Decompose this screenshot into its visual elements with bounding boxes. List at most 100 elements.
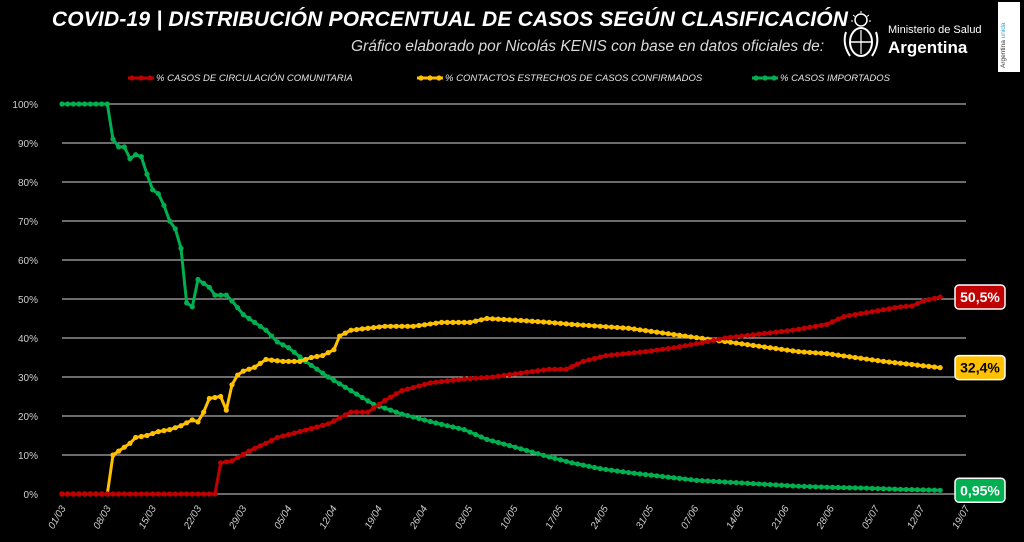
- data-point: [116, 448, 122, 454]
- data-point: [376, 401, 382, 407]
- data-point: [654, 473, 660, 479]
- data-point: [506, 443, 513, 449]
- data-point: [682, 476, 688, 482]
- end-label-text: 0,95%: [960, 482, 1000, 498]
- data-point: [552, 320, 558, 326]
- data-point: [161, 428, 167, 434]
- data-point: [110, 491, 116, 497]
- data-point: [580, 358, 586, 364]
- data-point: [172, 226, 178, 232]
- data-point: [133, 152, 139, 158]
- data-point: [546, 454, 552, 460]
- data-point: [280, 358, 286, 364]
- data-point: [359, 409, 365, 415]
- data-point: [138, 433, 144, 440]
- community-series: [59, 294, 943, 497]
- data-point: [121, 144, 127, 150]
- data-point: [665, 331, 671, 337]
- data-point: [501, 316, 507, 323]
- data-point: [467, 429, 473, 435]
- data-point: [354, 391, 360, 397]
- data-point: [65, 491, 71, 497]
- data-point: [138, 491, 144, 497]
- legend: % CASOS DE CIRCULACIÓN COMUNITARIA % CONT…: [128, 73, 891, 84]
- y-tick-label: 50%: [18, 295, 38, 306]
- chart-title: COVID-19 | DISTRIBUCIÓN PORCENTUAL DE CA…: [51, 8, 849, 31]
- legend-label: % CASOS DE CIRCULACIÓN COMUNITARIA: [156, 73, 353, 84]
- y-tick-label: 0%: [24, 490, 39, 501]
- data-point: [127, 156, 133, 162]
- data-point: [257, 360, 263, 366]
- data-point: [348, 327, 354, 333]
- data-point: [620, 351, 626, 357]
- data-point: [631, 470, 637, 476]
- grid-lines: [62, 103, 966, 495]
- x-tick-label: 07/06: [679, 504, 701, 532]
- data-point: [761, 344, 768, 350]
- data-point: [756, 343, 762, 349]
- data-point: [557, 320, 564, 326]
- data-point: [642, 471, 649, 478]
- data-point: [903, 486, 909, 493]
- data-point: [654, 347, 660, 353]
- data-point: [444, 378, 450, 384]
- data-point: [625, 469, 632, 476]
- data-point: [371, 405, 377, 411]
- data-point: [455, 319, 462, 325]
- data-point: [484, 374, 490, 380]
- data-point: [563, 366, 569, 372]
- data-point: [320, 370, 326, 376]
- data-point: [348, 409, 354, 415]
- end-label: 32,4%: [954, 354, 1006, 381]
- x-tick-label: 24/05: [588, 504, 611, 532]
- data-point: [223, 292, 229, 298]
- data-point: [82, 101, 88, 107]
- data-point: [926, 487, 932, 493]
- data-point: [416, 322, 422, 329]
- data-point: [557, 366, 564, 372]
- data-point: [274, 339, 280, 345]
- data-point: [172, 425, 178, 431]
- data-point: [671, 345, 677, 351]
- data-point: [382, 397, 388, 403]
- data-point: [648, 348, 654, 354]
- data-point: [461, 319, 467, 325]
- data-point: [138, 154, 144, 160]
- data-point: [835, 352, 841, 358]
- data-point: [897, 486, 904, 492]
- data-point: [297, 354, 303, 360]
- data-point: [184, 300, 190, 306]
- data-point: [937, 365, 943, 371]
- data-point: [422, 417, 428, 423]
- legend-marker: [771, 75, 777, 81]
- data-point: [892, 360, 898, 366]
- data-point: [535, 319, 541, 325]
- y-tick-label: 30%: [18, 373, 38, 384]
- data-point: [795, 349, 802, 355]
- data-point: [314, 366, 320, 372]
- data-point: [744, 342, 751, 348]
- legend-item: % CASOS DE CIRCULACIÓN COMUNITARIA: [128, 73, 353, 84]
- data-point: [790, 483, 796, 489]
- data-point: [252, 364, 258, 370]
- data-point: [444, 319, 450, 325]
- data-point: [875, 308, 881, 314]
- data-point: [523, 318, 530, 324]
- data-point: [206, 284, 212, 290]
- data-point: [688, 342, 694, 348]
- data-point: [206, 491, 212, 497]
- data-point: [405, 323, 411, 329]
- x-tick-label: 17/05: [544, 504, 566, 532]
- series-lines: [59, 101, 943, 497]
- data-point: [807, 483, 813, 490]
- data-point: [212, 394, 218, 401]
- data-point: [461, 427, 467, 433]
- data-point: [852, 312, 858, 318]
- data-point: [235, 372, 241, 378]
- data-point: [274, 358, 280, 364]
- data-point: [314, 353, 320, 360]
- data-point: [676, 332, 683, 338]
- data-point: [59, 491, 65, 497]
- data-point: [59, 101, 65, 107]
- data-point: [365, 398, 371, 404]
